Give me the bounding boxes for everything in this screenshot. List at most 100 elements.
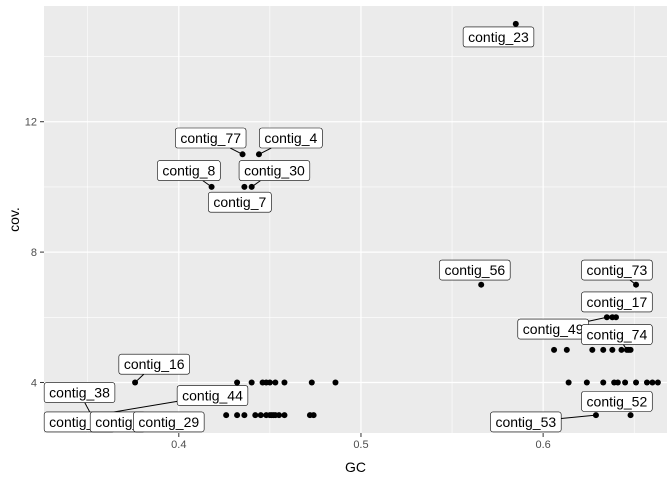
point-label: contig_17 — [581, 291, 653, 313]
point-label-box — [176, 385, 249, 406]
label-leader-line — [561, 414, 597, 419]
data-points — [132, 20, 661, 419]
axes: 0.4 0.5 0.6 4 8 12 — [25, 117, 551, 451]
point-label: contig_52 — [581, 391, 653, 412]
data-point — [627, 346, 634, 353]
point-label-text: contig_56 — [444, 262, 505, 278]
data-point — [257, 412, 264, 419]
point-label: contig_44 — [176, 385, 249, 406]
data-point — [649, 379, 656, 386]
data-point — [234, 412, 241, 419]
point-label-text: contig_74 — [587, 327, 648, 343]
x-axis-title: GC — [345, 459, 366, 475]
point-label: contig_74 — [581, 324, 653, 345]
point-label: contig_53 — [490, 411, 562, 433]
point-label: contig_4 — [259, 127, 323, 149]
data-point — [614, 379, 621, 386]
point-label: contig_38 — [43, 382, 116, 403]
data-point — [310, 412, 317, 419]
x-tick-label: 0.6 — [535, 439, 550, 451]
data-point — [551, 346, 558, 353]
point-label-text: contig_16 — [124, 356, 185, 372]
point-label: contig_ — [89, 411, 146, 433]
y-axis-title: cov. — [6, 207, 22, 232]
point-label-text: contig_52 — [587, 393, 648, 409]
y-tick-label: 8 — [31, 247, 37, 259]
data-point — [332, 379, 339, 386]
point-label-box — [133, 411, 205, 433]
point-label: contig_8 — [157, 160, 221, 181]
point-label-box — [175, 127, 247, 149]
data-point — [281, 379, 288, 386]
data-point — [241, 183, 248, 190]
point-label-box — [439, 259, 511, 281]
point-label-box — [581, 259, 653, 281]
data-point — [248, 379, 255, 386]
y-tick-label: 4 — [31, 377, 37, 389]
point-label-text: contig_4 — [264, 130, 317, 146]
point-label-box — [581, 324, 653, 345]
point-label: contig_30 — [238, 160, 311, 181]
data-point — [583, 379, 590, 386]
data-point — [627, 412, 634, 419]
point-label-box — [462, 26, 535, 48]
data-point — [252, 412, 259, 419]
data-point — [208, 183, 215, 190]
data-point — [239, 151, 246, 158]
point-label-box — [208, 191, 272, 213]
data-point — [266, 379, 273, 386]
data-point — [643, 379, 650, 386]
point-label-text: contig_23 — [468, 29, 529, 45]
point-label-text: contig_7 — [213, 194, 266, 210]
data-point — [512, 20, 519, 27]
data-point — [132, 379, 139, 386]
point-label-text: contig_38 — [49, 385, 110, 401]
data-point — [600, 346, 607, 353]
data-point — [281, 412, 288, 419]
point-label-text: contig_77 — [180, 130, 241, 146]
point-label-text: contig_49 — [523, 321, 584, 337]
label-leader-line — [588, 316, 607, 322]
data-point — [592, 412, 599, 419]
point-label: contig_73 — [581, 259, 653, 281]
data-point — [654, 379, 661, 386]
data-point — [223, 412, 230, 419]
point-label-box — [43, 382, 116, 403]
data-point — [603, 314, 610, 321]
data-point — [612, 314, 619, 321]
data-point — [563, 346, 570, 353]
point-label-text: contig_8 — [162, 163, 215, 179]
point-label: contig_49 — [517, 318, 589, 340]
data-point — [589, 346, 596, 353]
point-label: contig_77 — [175, 127, 247, 149]
data-point — [478, 281, 485, 288]
data-point — [248, 183, 255, 190]
point-label-text: contig_30 — [244, 163, 305, 179]
point-label-box — [581, 391, 653, 412]
point-label-text: contig_17 — [587, 294, 648, 310]
data-point — [609, 346, 616, 353]
point-label: contig_29 — [133, 411, 205, 433]
data-point — [633, 379, 640, 386]
data-point — [618, 346, 625, 353]
data-point — [241, 412, 248, 419]
x-tick-label: 0.5 — [353, 439, 368, 451]
point-label-text: contig_44 — [182, 388, 243, 404]
data-point — [633, 281, 640, 288]
point-label-text: contig_ — [95, 414, 140, 430]
point-label-text: contig_29 — [138, 414, 199, 430]
y-tick-label: 12 — [25, 117, 37, 129]
point-label-text: contig_73 — [587, 262, 648, 278]
data-point — [308, 379, 315, 386]
point-label-text: contig_53 — [495, 414, 556, 430]
point-label-box — [118, 353, 190, 375]
point-label-box — [157, 160, 221, 181]
data-point — [622, 379, 629, 386]
point-label-box — [581, 291, 653, 313]
data-point — [255, 151, 262, 158]
data-point — [272, 379, 279, 386]
data-point — [234, 379, 241, 386]
x-tick-label: 0.4 — [171, 439, 186, 451]
